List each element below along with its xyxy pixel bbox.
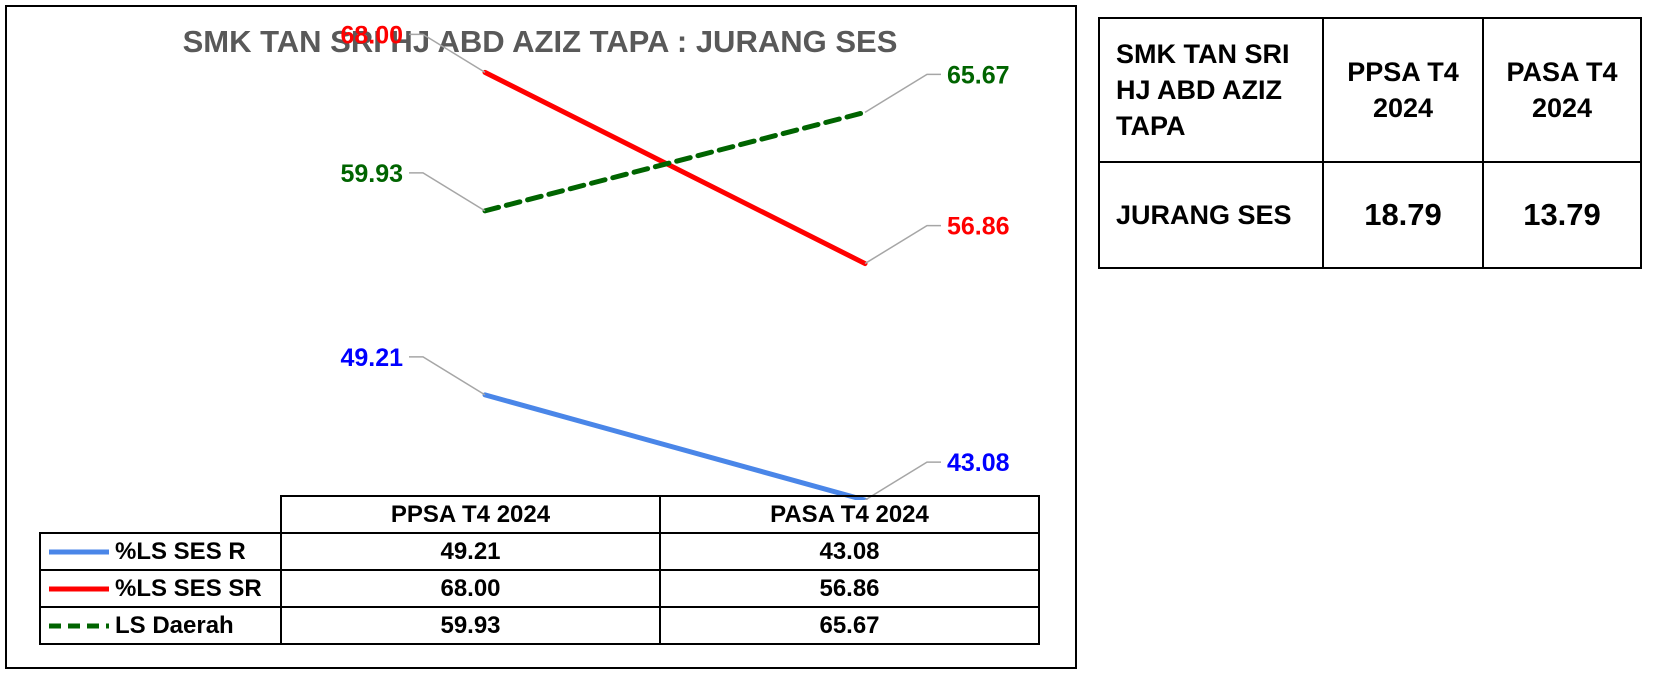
chart-data-table: PPSA T4 2024 PASA T4 2024 %LS SES R 49.2…	[39, 495, 1040, 645]
data-table-cell: 49.21	[280, 532, 661, 571]
leader-line-ls-daerah	[409, 172, 486, 212]
data-table-category-2: PASA T4 2024	[659, 495, 1040, 534]
series-line-ses-r	[482, 392, 868, 500]
chart-title: SMK TAN SRI HJ ABD AZIZ TAPA : JURANG SE…	[182, 24, 898, 59]
series-line-ls-daerah	[482, 109, 868, 214]
data-table-header-row: PPSA T4 2024 PASA T4 2024	[40, 495, 1040, 534]
summary-row-label: JURANG SES	[1098, 161, 1324, 269]
leader-line-ses-sr	[864, 224, 941, 265]
summary-table: SMK TAN SRI HJ ABD AZIZ TAPA PPSA T4 202…	[1098, 17, 1642, 269]
leader-line-ses-sr	[409, 33, 486, 73]
summary-value-pasa: 13.79	[1482, 161, 1642, 269]
leader-line-ses-r	[864, 461, 941, 500]
legend-label-ses-sr: %LS SES SR	[115, 574, 262, 602]
legend-swatch-ses-r	[49, 549, 109, 554]
data-table-cell: 65.67	[659, 606, 1040, 645]
data-table-row: %LS SES SR 68.00 56.86	[39, 569, 1040, 608]
series-line-ses-sr	[482, 69, 868, 267]
leader-line-ses-r	[409, 356, 486, 396]
legend-entry-ses-sr: %LS SES SR	[39, 569, 282, 608]
legend-entry-ls-daerah: LS Daerah	[39, 606, 282, 645]
summary-header-pasa: PASA T4 2024	[1482, 17, 1642, 163]
leader-line-ls-daerah	[864, 73, 941, 113]
data-table-corner	[40, 496, 281, 533]
data-label-ses-r: 49.21	[340, 344, 403, 372]
data-table-cell: 56.86	[659, 569, 1040, 608]
data-table-cell: 59.93	[280, 606, 661, 645]
legend-label-ls-daerah: LS Daerah	[115, 611, 234, 639]
legend-swatch-ls-daerah	[49, 623, 109, 628]
data-label-ses-r: 43.08	[947, 449, 1010, 477]
summary-school-name: SMK TAN SRI HJ ABD AZIZ TAPA	[1098, 17, 1324, 163]
data-label-ls-daerah: 59.93	[340, 160, 403, 188]
data-table-category-1: PPSA T4 2024	[280, 495, 661, 534]
legend-entry-ses-r: %LS SES R	[39, 532, 282, 571]
summary-value-ppsa: 18.79	[1322, 161, 1484, 269]
summary-header-row: SMK TAN SRI HJ ABD AZIZ TAPA PPSA T4 202…	[1098, 17, 1642, 163]
summary-header-ppsa: PPSA T4 2024	[1322, 17, 1484, 163]
legend-swatch-ses-sr	[49, 586, 109, 591]
data-table-row: LS Daerah 59.93 65.67	[39, 606, 1040, 645]
summary-value-row: JURANG SES 18.79 13.79	[1098, 161, 1642, 269]
data-table-cell: 43.08	[659, 532, 1040, 571]
line-plot: 49.21 43.08 68.00 56.86 59.93 65.67	[340, 21, 1010, 500]
data-label-ses-sr: 68.00	[340, 21, 403, 49]
data-table-cell: 68.00	[280, 569, 661, 608]
data-label-ses-sr: 56.86	[947, 213, 1010, 241]
data-table-row: %LS SES R 49.21 43.08	[39, 532, 1040, 571]
legend-label-ses-r: %LS SES R	[115, 537, 246, 565]
data-label-ls-daerah: 65.67	[947, 61, 1010, 89]
